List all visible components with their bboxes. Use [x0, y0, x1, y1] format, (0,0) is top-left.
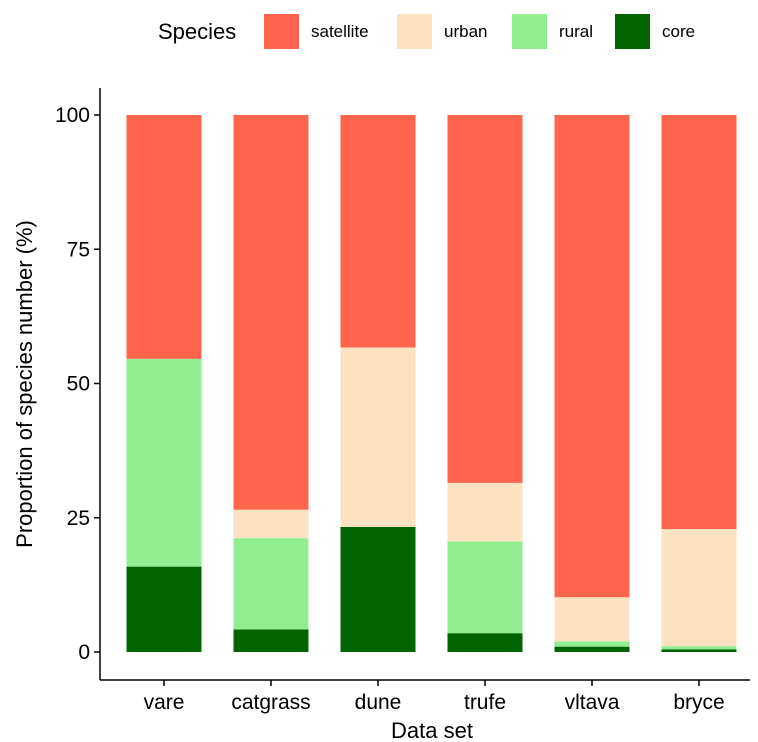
bar-trufe-core: [447, 633, 523, 652]
x-tick-label: trufe: [464, 691, 506, 714]
legend: Species satellite urban rural core: [158, 14, 695, 49]
bar-trufe-satellite: [447, 115, 523, 483]
bar-catgrass-satellite: [233, 115, 309, 510]
bar-vltava-urban: [554, 597, 630, 642]
bar-catgrass-rural: [233, 538, 309, 630]
bar-dune-core: [340, 526, 416, 652]
bar-vare-rural: [126, 358, 202, 567]
legend-label-rural: rural: [559, 22, 593, 41]
bar-vltava-rural: [554, 641, 630, 647]
bar-vltava-satellite: [554, 115, 630, 598]
x-tick-label: dune: [355, 691, 402, 714]
y-tick-label: 75: [67, 238, 90, 261]
bar-bryce-core: [661, 649, 737, 652]
bar-catgrass-urban: [233, 509, 309, 539]
x-tick-label: vare: [144, 691, 185, 714]
y-axis-title: Proportion of species number (%): [12, 220, 37, 548]
x-axis-title: Data set: [391, 718, 473, 742]
y-tick-label: 100: [55, 104, 90, 127]
bar-vare-satellite: [126, 115, 202, 359]
legend-key-rural: [512, 14, 547, 49]
bar-vltava-core: [554, 646, 630, 652]
bar-bryce-urban: [661, 529, 737, 647]
legend-key-urban: [397, 14, 432, 49]
legend-key-satellite: [264, 14, 299, 49]
legend-label-satellite: satellite: [311, 22, 369, 41]
bar-bryce-satellite: [661, 115, 737, 530]
bar-trufe-urban: [447, 482, 523, 542]
legend-title: Species: [158, 19, 236, 44]
legend-label-core: core: [662, 22, 695, 41]
x-tick-label: catgrass: [231, 691, 310, 714]
y-tick-label: 50: [67, 373, 90, 396]
legend-key-core: [615, 14, 650, 49]
axes: 0 25 50 75 100 vare catgrass dune trufe vltava bry…: [55, 88, 750, 714]
bar-vare-core: [126, 566, 202, 652]
x-tick-label: bryce: [673, 691, 724, 714]
y-tick-label: 25: [67, 507, 90, 530]
bar-dune-urban: [340, 347, 416, 527]
bar-bryce-rural: [661, 646, 737, 650]
bar-catgrass-core: [233, 629, 309, 652]
legend-label-urban: urban: [444, 22, 487, 41]
bar-dune-satellite: [340, 115, 416, 348]
x-tick-label: vltava: [565, 691, 620, 714]
bar-trufe-rural: [447, 541, 523, 634]
bars: [126, 115, 737, 652]
y-tick-label: 0: [78, 641, 90, 664]
